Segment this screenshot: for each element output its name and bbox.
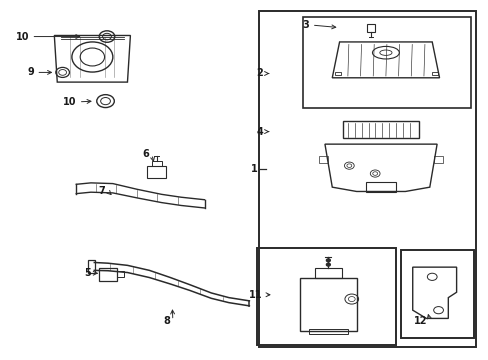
Bar bbox=[366, 182, 395, 192]
Bar bbox=[314, 267, 341, 278]
Bar bbox=[99, 267, 117, 281]
Bar bbox=[318, 156, 328, 163]
Bar bbox=[366, 24, 374, 32]
Text: 9: 9 bbox=[27, 67, 34, 77]
Text: 4: 4 bbox=[256, 127, 263, 136]
Bar bbox=[147, 166, 166, 178]
Text: 2: 2 bbox=[256, 68, 263, 78]
Text: 10: 10 bbox=[16, 32, 29, 41]
Bar bbox=[117, 271, 123, 277]
Bar bbox=[300, 278, 356, 330]
Bar bbox=[308, 329, 347, 334]
Text: 1: 1 bbox=[250, 164, 257, 174]
Text: 11: 11 bbox=[248, 290, 262, 300]
Bar bbox=[400, 250, 473, 338]
Circle shape bbox=[326, 263, 330, 266]
Text: 7: 7 bbox=[99, 186, 105, 197]
Bar bbox=[334, 72, 340, 75]
Text: 3: 3 bbox=[302, 20, 309, 30]
Bar bbox=[152, 161, 161, 166]
Bar bbox=[303, 17, 470, 108]
Bar bbox=[431, 72, 437, 75]
Bar bbox=[256, 248, 395, 345]
Bar bbox=[433, 156, 443, 163]
Bar bbox=[88, 260, 95, 273]
Bar bbox=[259, 12, 475, 347]
Text: 12: 12 bbox=[413, 316, 427, 325]
Text: 8: 8 bbox=[163, 316, 170, 325]
Text: 6: 6 bbox=[142, 149, 149, 159]
Circle shape bbox=[326, 259, 330, 262]
Text: 10: 10 bbox=[62, 97, 76, 107]
Bar bbox=[343, 121, 418, 138]
Text: 5: 5 bbox=[84, 268, 91, 278]
